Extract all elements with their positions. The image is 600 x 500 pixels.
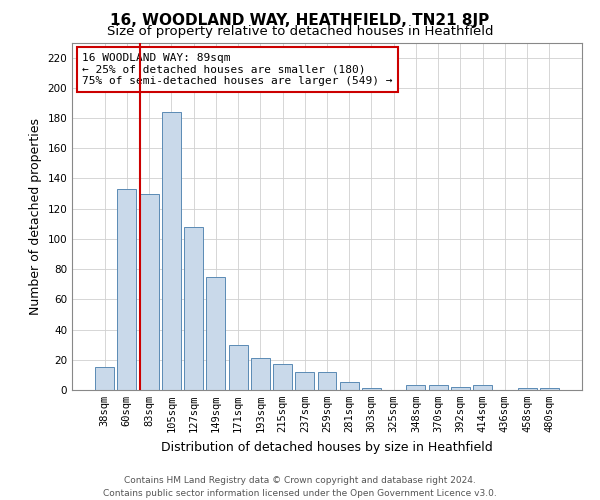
Text: Size of property relative to detached houses in Heathfield: Size of property relative to detached ho… — [107, 25, 493, 38]
Bar — [473, 386, 492, 390]
Bar — [451, 387, 470, 390]
Bar — [140, 194, 158, 390]
Bar — [406, 386, 425, 390]
Bar — [229, 344, 248, 390]
Bar — [162, 112, 181, 390]
Text: 16, WOODLAND WAY, HEATHFIELD, TN21 8JP: 16, WOODLAND WAY, HEATHFIELD, TN21 8JP — [110, 12, 490, 28]
Bar — [295, 372, 314, 390]
X-axis label: Distribution of detached houses by size in Heathfield: Distribution of detached houses by size … — [161, 440, 493, 454]
Bar — [184, 227, 203, 390]
Bar — [206, 276, 225, 390]
Text: Contains HM Land Registry data © Crown copyright and database right 2024.
Contai: Contains HM Land Registry data © Crown c… — [103, 476, 497, 498]
Bar — [429, 386, 448, 390]
Bar — [317, 372, 337, 390]
Text: 16 WOODLAND WAY: 89sqm
← 25% of detached houses are smaller (180)
75% of semi-de: 16 WOODLAND WAY: 89sqm ← 25% of detached… — [82, 53, 392, 86]
Bar — [95, 368, 114, 390]
Bar — [362, 388, 381, 390]
Bar — [251, 358, 270, 390]
Bar — [340, 382, 359, 390]
Bar — [273, 364, 292, 390]
Bar — [540, 388, 559, 390]
Bar — [518, 388, 536, 390]
Bar — [118, 189, 136, 390]
Y-axis label: Number of detached properties: Number of detached properties — [29, 118, 42, 315]
